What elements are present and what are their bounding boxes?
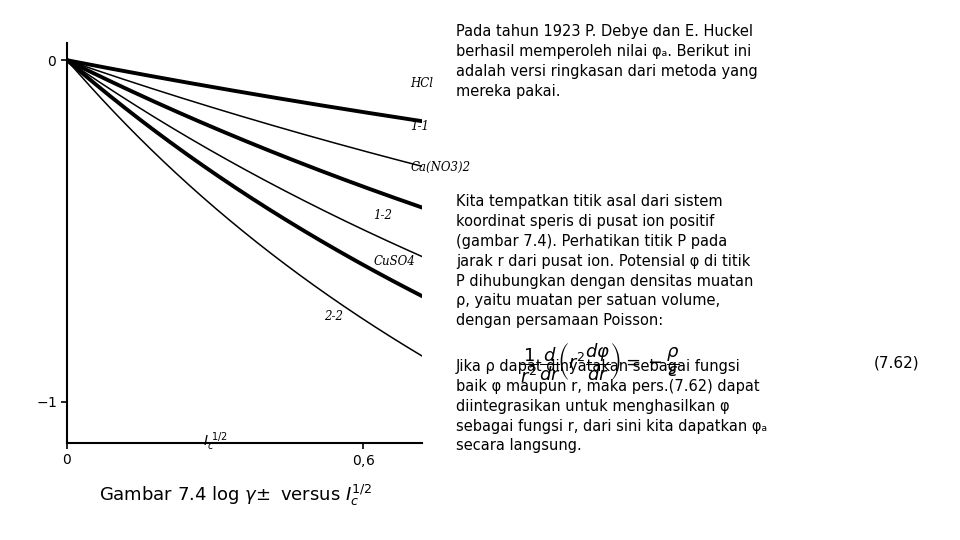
Text: Pada tahun 1923 P. Debye dan E. Huckel
berhasil memperoleh nilai φₐ. Berikut ini: Pada tahun 1923 P. Debye dan E. Huckel b… bbox=[456, 24, 757, 99]
Text: Gambar 7.4 log $\gamma\!\pm$ versus $I_c^{1/2}$: Gambar 7.4 log $\gamma\!\pm$ versus $I_c… bbox=[99, 483, 372, 508]
Text: $\dfrac{1}{r^2}\dfrac{d}{dr}\!\left(r^2\dfrac{d\varphi}{dr}\right) = -\dfrac{\rh: $\dfrac{1}{r^2}\dfrac{d}{dr}\!\left(r^2\… bbox=[520, 341, 680, 385]
Text: 1-1: 1-1 bbox=[410, 120, 429, 133]
Text: $I_c^{\ 1/2}$: $I_c^{\ 1/2}$ bbox=[203, 431, 228, 454]
Text: Ca(NO3)2: Ca(NO3)2 bbox=[410, 161, 470, 174]
Text: CuSO4: CuSO4 bbox=[373, 255, 415, 268]
Text: Jika ρ dapat dinyatakan sebagai fungsi
baik φ maupun r, maka pers.(7.62) dapat
d: Jika ρ dapat dinyatakan sebagai fungsi b… bbox=[456, 359, 767, 453]
Text: (7.62): (7.62) bbox=[874, 356, 919, 370]
Text: HCl: HCl bbox=[410, 77, 433, 90]
Text: 1-2: 1-2 bbox=[373, 209, 392, 222]
Text: Kita tempatkan titik asal dari sistem
koordinat speris di pusat ion positif
(gam: Kita tempatkan titik asal dari sistem ko… bbox=[456, 194, 754, 328]
Text: 2-2: 2-2 bbox=[324, 310, 343, 323]
